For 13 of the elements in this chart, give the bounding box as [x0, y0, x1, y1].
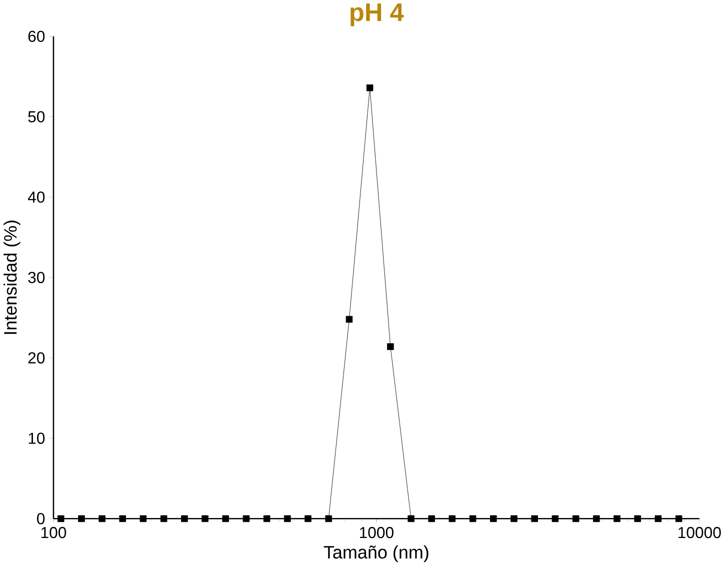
x-tick-label: 10000: [678, 527, 721, 538]
x-tick-label: 100: [41, 527, 66, 538]
y-tick-label: 20: [28, 352, 45, 364]
y-tick-label: 50: [28, 111, 45, 122]
y-axis-title: Intensidad (%): [4, 220, 20, 334]
x-axis-title: Tamaño (nm): [324, 546, 428, 562]
x-tick-label: 1000: [360, 527, 394, 538]
y-tick-label: 0: [37, 513, 45, 524]
y-tick-label: 60: [28, 30, 45, 42]
y-tick-label: 10: [28, 432, 45, 444]
y-tick-label: 30: [28, 272, 45, 284]
chart-title: pH 4: [350, 4, 404, 26]
y-tick-label: 40: [28, 192, 45, 203]
